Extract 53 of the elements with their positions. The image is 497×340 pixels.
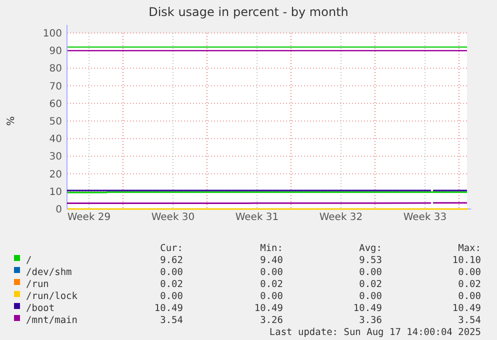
y-axis-title: % [6,116,17,126]
legend-label: /boot [26,303,55,314]
x-tick-label: Week 30 [151,212,195,223]
text: 0.00 [160,291,184,302]
text: 9.62 [160,255,183,266]
y-tick-label: 80 [49,64,62,75]
text: 0.00 [160,267,184,278]
text: Cur: [160,243,183,254]
text: 3.54 [160,315,184,326]
text: 0.00 [359,291,382,302]
text: 0.00 [458,291,482,302]
legend-label: /run [26,279,49,290]
y-tick-label: 60 [49,98,62,110]
text: 10.49 [254,303,284,314]
text: Avg: [359,243,382,254]
text: 10.10 [452,255,482,266]
text: 9.53 [359,255,382,266]
text: 10.49 [452,303,482,314]
text: 0.00 [359,267,382,278]
text: 3.26 [260,315,284,326]
text: 3.54 [458,315,482,326]
y-tick-label: 50 [49,116,62,128]
y-tick-label: 30 [49,152,62,163]
text: Last update: Sun Aug 17 14:00:04 2025 [269,327,481,338]
x-tick-label: Week 32 [319,212,363,223]
x-tick-label: Week 31 [235,212,279,223]
text: 0.00 [260,291,284,302]
text: 0.00 [260,267,284,278]
text: Min: [260,243,283,254]
text: 3.36 [359,315,382,326]
y-tick-label: 10 [49,186,62,198]
y-tick-label: 40 [49,134,62,146]
text: 0.02 [458,279,481,290]
legend-label: /dev/shm [26,267,72,278]
text: 10.49 [154,303,184,314]
y-tick-label: 90 [49,46,62,58]
y-tick-label: 100 [42,28,62,40]
text: 0.02 [260,279,283,290]
text: 9.40 [260,255,284,266]
legend-label: /run/lock [26,291,78,302]
text: Max: [458,243,481,254]
legend-label: / [26,255,32,266]
legend-label: /mnt/main [26,315,78,326]
text: 0.00 [458,267,482,278]
y-tick-label: 70 [49,81,62,92]
text: 0.02 [160,279,183,290]
x-tick-label: Week 33 [403,212,447,223]
text: 0.02 [359,279,382,290]
y-tick-label: 0 [56,204,62,216]
y-tick-label: 20 [49,169,62,180]
x-tick-label: Week 29 [67,212,111,223]
text: 10.49 [353,303,382,314]
chart-title: Disk usage in percent - by month [148,5,348,19]
